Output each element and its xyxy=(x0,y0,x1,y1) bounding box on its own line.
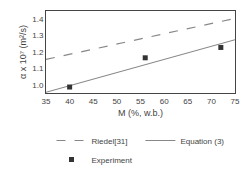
svg-text:35: 35 xyxy=(42,97,51,106)
svg-text:1.2: 1.2 xyxy=(32,48,44,57)
svg-text:70: 70 xyxy=(207,97,216,106)
svg-text:60: 60 xyxy=(160,97,169,106)
svg-text:65: 65 xyxy=(183,97,192,106)
svg-text:55: 55 xyxy=(136,97,145,106)
svg-text:75: 75 xyxy=(231,97,240,106)
svg-text:Riedel[31]: Riedel[31] xyxy=(92,137,128,146)
svg-text:1.0: 1.0 xyxy=(32,81,44,90)
svg-text:Equation (3): Equation (3) xyxy=(180,137,224,146)
svg-text:50: 50 xyxy=(112,97,121,106)
svg-text:α x 10⁷ (m²/s): α x 10⁷ (m²/s) xyxy=(18,25,28,79)
svg-text:40: 40 xyxy=(65,97,74,106)
svg-text:Experiment: Experiment xyxy=(92,156,133,165)
svg-text:1.4: 1.4 xyxy=(32,15,44,24)
svg-text:45: 45 xyxy=(89,97,98,106)
svg-text:1.1: 1.1 xyxy=(32,64,44,73)
svg-text:1.3: 1.3 xyxy=(32,31,44,40)
svg-text:M (%, w.b.): M (%, w.b.) xyxy=(118,108,163,118)
